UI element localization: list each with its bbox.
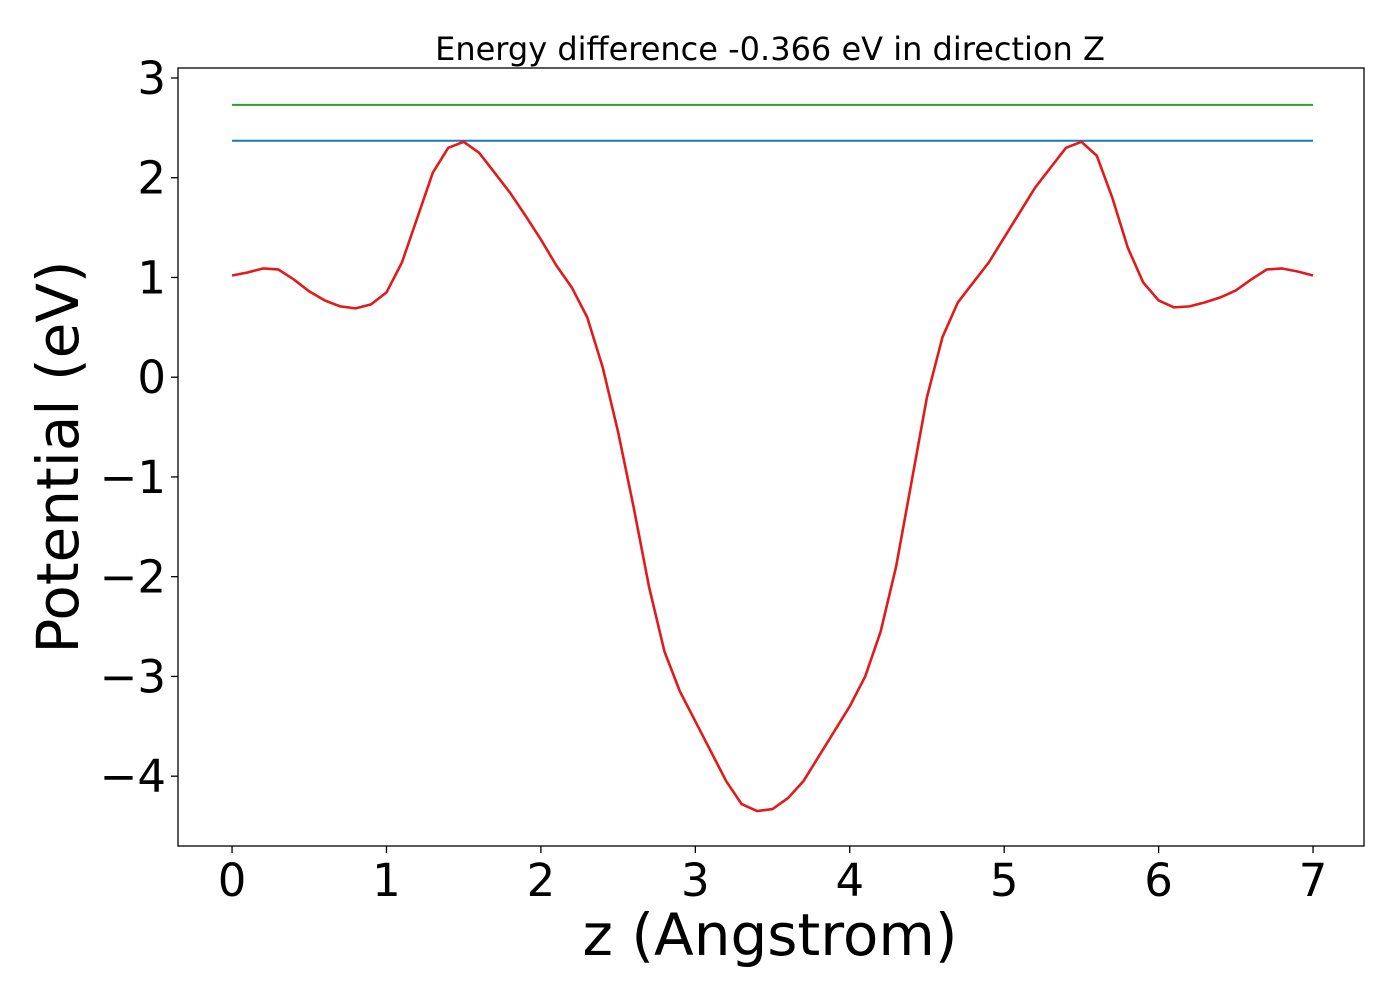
y-axis-label: Potential (eV) bbox=[24, 260, 92, 653]
chart-title: Energy difference -0.366 eV in direction… bbox=[435, 30, 1105, 68]
y-tick-label: 2 bbox=[137, 152, 166, 205]
x-axis-label: z (Angstrom) bbox=[583, 901, 958, 969]
y-tick-label: 0 bbox=[137, 351, 166, 404]
y-tick-label: 1 bbox=[137, 251, 166, 304]
series-line-3 bbox=[231, 140, 1314, 813]
y-tick-label: −4 bbox=[100, 750, 166, 803]
x-tick-label: 0 bbox=[218, 854, 247, 907]
x-tick-label: 1 bbox=[372, 854, 401, 907]
x-tick-label: 5 bbox=[990, 854, 1019, 907]
series-layer bbox=[231, 103, 1314, 813]
x-tick-label: 3 bbox=[681, 854, 710, 907]
x-axis: 0 1 2 3 4 5 6 7 bbox=[218, 846, 1328, 907]
x-tick-label: 2 bbox=[527, 854, 556, 907]
y-tick-label: −1 bbox=[100, 451, 166, 504]
x-tick-label: 4 bbox=[835, 854, 864, 907]
y-axis: 3 2 1 0 −1 −2 −3 −4 bbox=[100, 52, 178, 803]
x-tick-label: 7 bbox=[1299, 854, 1328, 907]
y-tick-label: −3 bbox=[100, 650, 166, 703]
y-tick-label: −2 bbox=[100, 551, 166, 604]
x-tick-label: 6 bbox=[1144, 854, 1173, 907]
y-tick-label: 3 bbox=[137, 52, 166, 105]
plot-frame bbox=[177, 67, 1365, 847]
